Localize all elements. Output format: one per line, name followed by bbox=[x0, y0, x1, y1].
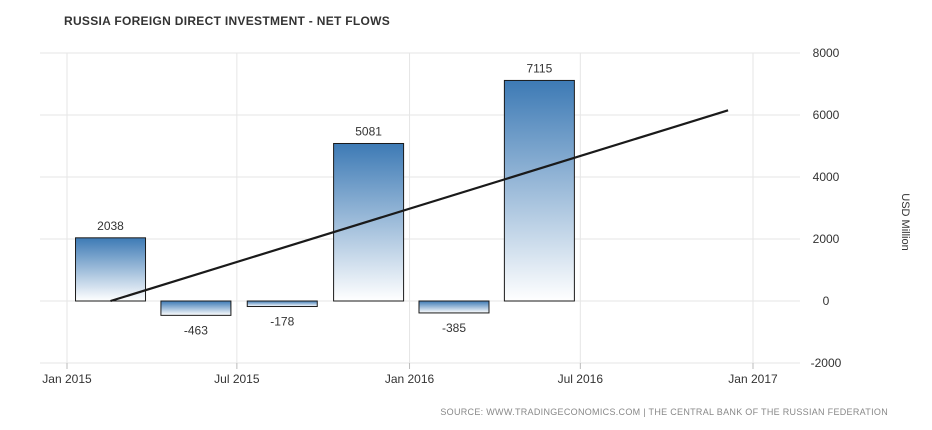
x-tick-label: Jul 2015 bbox=[214, 372, 260, 386]
bar-value-label: 5081 bbox=[355, 124, 382, 138]
y-tick-label: 8000 bbox=[813, 46, 840, 60]
bar-value-label: 7115 bbox=[526, 61, 552, 75]
y-tick-label: 4000 bbox=[813, 170, 840, 184]
y-tick-label: 6000 bbox=[813, 108, 840, 122]
x-tick-label: Jan 2016 bbox=[385, 372, 435, 386]
bar-value-label: -463 bbox=[184, 323, 208, 337]
trend-line bbox=[110, 109, 729, 303]
y-tick-label: 0 bbox=[823, 294, 830, 308]
chart-title: RUSSIA FOREIGN DIRECT INVESTMENT - NET F… bbox=[64, 14, 391, 28]
y-tick-label: -2000 bbox=[811, 356, 842, 370]
bar-value-label: -178 bbox=[270, 315, 294, 329]
bar-value-label: -385 bbox=[442, 321, 466, 335]
x-tick-label: Jul 2016 bbox=[558, 372, 604, 386]
bar bbox=[75, 237, 147, 302]
x-tick-label: Jan 2017 bbox=[728, 372, 778, 386]
bar-value-label: 2038 bbox=[97, 219, 124, 233]
x-tick-label: Jan 2015 bbox=[42, 372, 92, 386]
bar bbox=[160, 300, 232, 316]
bar bbox=[503, 79, 575, 302]
bar bbox=[246, 300, 318, 308]
y-tick-label: 2000 bbox=[813, 232, 840, 246]
bar bbox=[418, 300, 490, 314]
source-note: SOURCE: WWW.TRADINGECONOMICS.COM | THE C… bbox=[440, 407, 888, 417]
y-axis-title: USD Million bbox=[899, 193, 911, 250]
